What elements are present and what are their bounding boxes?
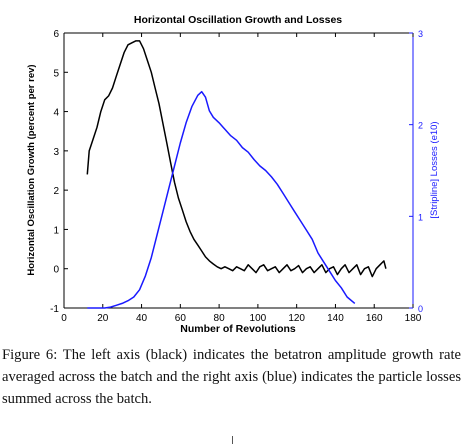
y-left-tick-label-2: 1 bbox=[53, 225, 59, 236]
y-right-tick-label-0: 0 bbox=[418, 304, 423, 314]
chart-title: Horizontal Oscillation Growth and Losses bbox=[134, 14, 342, 26]
y-left-tick-label-3: 2 bbox=[53, 186, 59, 197]
plot-area bbox=[64, 33, 413, 308]
x-tick-label-1: 20 bbox=[97, 313, 109, 324]
y-left-tick-label-4: 3 bbox=[53, 147, 59, 158]
y-axis-label-left: Horizontal Oscillation Growth (percent p… bbox=[26, 64, 37, 275]
x-tick-label-2: 40 bbox=[136, 313, 148, 324]
x-tick-label-4: 80 bbox=[214, 313, 226, 324]
y-right-tick-label-2: 2 bbox=[418, 121, 423, 131]
y-right-tick-label-1: 1 bbox=[418, 212, 423, 222]
y-left-tick-label-0: -1 bbox=[50, 304, 59, 315]
x-tick-label-0: 0 bbox=[61, 313, 67, 324]
chart-figure: Horizontal Oscillation Growth and Losses… bbox=[26, 14, 440, 335]
growth-series-line bbox=[86, 40, 387, 278]
x-tick-label-9: 180 bbox=[405, 313, 422, 324]
y-left-tick-label-1: 0 bbox=[53, 265, 59, 276]
y-axis-label-right: [Stripline] Losses (e10) bbox=[429, 121, 440, 218]
figure-caption: Figure 6: The left axis (black) indicate… bbox=[2, 347, 461, 407]
x-tick-label-5: 100 bbox=[250, 313, 267, 324]
x-tick-label-8: 160 bbox=[366, 313, 383, 324]
y-left-tick-label-5: 4 bbox=[53, 108, 59, 119]
y-left-tick-label-6: 5 bbox=[53, 68, 59, 79]
x-tick-label-7: 140 bbox=[327, 313, 344, 324]
y-left-tick-label-7: 6 bbox=[53, 29, 59, 40]
losses-series-line bbox=[87, 90, 356, 309]
x-tick-label-3: 60 bbox=[175, 313, 187, 324]
x-axis-label: Number of Revolutions bbox=[180, 323, 296, 335]
y-right-tick-label-3: 3 bbox=[418, 29, 423, 39]
x-tick-label-6: 120 bbox=[288, 313, 305, 324]
page-mark bbox=[232, 436, 233, 444]
